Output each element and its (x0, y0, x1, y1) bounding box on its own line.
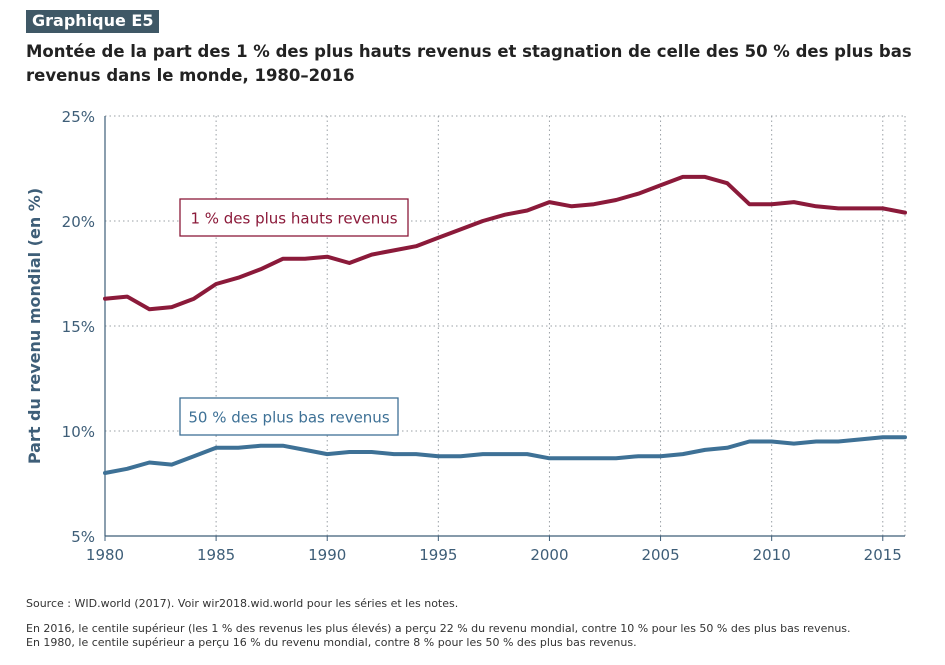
explanatory-note-2: En 1980, le centile supérieur a perçu 16… (26, 636, 637, 649)
x-tick-label: 1995 (419, 546, 457, 564)
x-tick-label: 2010 (753, 546, 791, 564)
explanatory-note-1: En 2016, le centile supérieur (les 1 % d… (26, 622, 851, 635)
line-chart: 1980 1985 1990 1995 2000 2005 2010 2015 5% 10% 15… (25, 108, 907, 564)
chart-title: Montée de la part des 1 % des plus hauts… (26, 42, 912, 85)
series-label-2: 50 % des plus bas revenus (179, 397, 399, 436)
y-axis-label: Part du revenu mondial (en %) (25, 188, 44, 464)
x-tick-label: 2000 (530, 546, 568, 564)
series-lines (103, 174, 907, 475)
y-tick-labels: 5% 10% 15% 20% 25% (62, 108, 95, 546)
x-tick-label: 1985 (197, 546, 235, 564)
series-line-1 (103, 174, 907, 312)
grid-lines (105, 115, 906, 536)
y-tick-label: 10% (62, 423, 95, 441)
y-tick-label: 20% (62, 213, 95, 231)
series-label-1: 1 % des plus hauts revenus (179, 198, 409, 237)
series-label-text: 50 % des plus bas revenus (188, 409, 389, 427)
x-tick-label: 2015 (864, 546, 902, 564)
y-tick-label: 15% (62, 318, 95, 336)
y-tick-label: 5% (71, 528, 95, 546)
series-labels: 1 % des plus hauts revenus 50 % des plus … (179, 198, 409, 436)
chart-tag: Graphique E5 (26, 10, 160, 33)
x-tick-labels: 1980 1985 1990 1995 2000 2005 2010 2015 (86, 546, 902, 564)
series-line-2 (103, 435, 907, 475)
x-tick-label: 1980 (86, 546, 124, 564)
series-label-box (179, 397, 399, 436)
axes (104, 116, 905, 541)
series-label-box (179, 198, 409, 237)
x-tick-label: 1990 (308, 546, 346, 564)
y-tick-label: 25% (62, 108, 95, 126)
series-label-text: 1 % des plus hauts revenus (190, 210, 397, 228)
source-note: Source : WID.world (2017). Voir wir2018.… (26, 597, 459, 610)
x-tick-label: 2005 (641, 546, 679, 564)
